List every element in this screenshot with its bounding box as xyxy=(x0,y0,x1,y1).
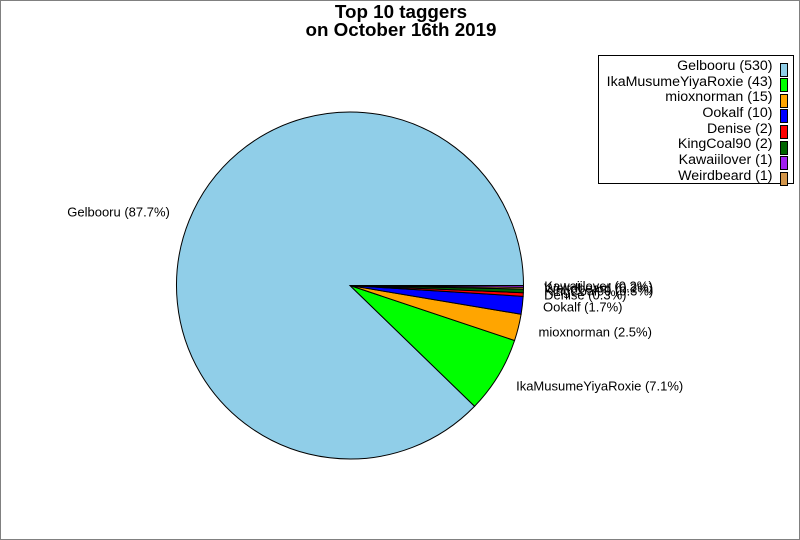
svg-text:Kawaiilover (0.2%): Kawaiilover (0.2%) xyxy=(544,279,652,294)
svg-text:Gelbooru (87.7%): Gelbooru (87.7%) xyxy=(67,205,170,220)
svg-text:IkaMusumeYiyaRoxie (7.1%): IkaMusumeYiyaRoxie (7.1%) xyxy=(516,378,683,393)
svg-text:mioxnorman (2.5%): mioxnorman (2.5%) xyxy=(539,325,652,340)
